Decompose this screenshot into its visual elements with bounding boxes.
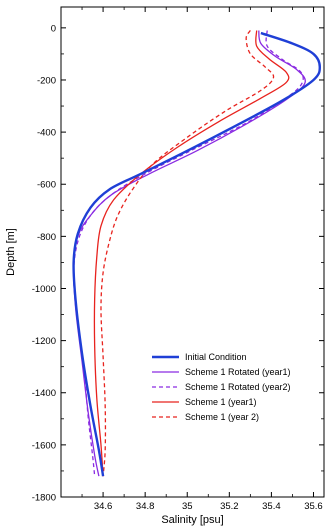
y-tick-label: -1200 [32,336,56,347]
legend: Initial Condition Scheme 1 Rotated (year1… [152,352,291,422]
series-line-3 [93,30,290,477]
series-line-2 [72,30,304,477]
y-tick-label: 0 [51,23,56,34]
y-tick-label: -400 [37,128,56,139]
x-tick-label: 34.8 [136,501,155,512]
legend-label-1: Scheme 1 Rotated (year1) [185,367,291,377]
series-line-4 [100,30,275,477]
legend-label-2: Scheme 1 Rotated (year2) [185,382,291,392]
y-tick-label: -1800 [32,493,56,504]
y-tick-label: -600 [37,180,56,191]
series-line-0 [72,31,321,477]
plot-series-group [72,30,321,477]
x-tick-label: 35 [182,501,193,512]
y-axis: 0 -200 -400 -600 -800 -1000 -1200 -1400 -1600 -18… [32,23,324,504]
x-tick-label: 34.6 [94,501,113,512]
x-tick-label: 35.2 [220,501,239,512]
x-axis: 34.6 34.8 35 35.2 35.4 35.6 [81,7,323,512]
y-tick-label: -200 [37,75,56,86]
y-tick-label: -1600 [32,440,56,451]
plot-frame [60,6,325,498]
x-tick-label: 35.4 [262,501,281,512]
y-tick-label: -800 [37,232,56,243]
y-tick-label: -1400 [32,388,56,399]
y-axis-label: Depth [m] [5,228,17,276]
x-tick-label: 35.6 [304,501,323,512]
series-line-1 [72,30,306,477]
legend-label-4: Scheme 1 (year 2) [185,412,259,422]
y-tick-label: -1000 [32,284,56,295]
legend-label-0: Initial Condition [185,352,247,362]
legend-label-3: Scheme 1 (year1) [185,397,257,407]
x-axis-label: Salinity [psu] [161,514,223,526]
